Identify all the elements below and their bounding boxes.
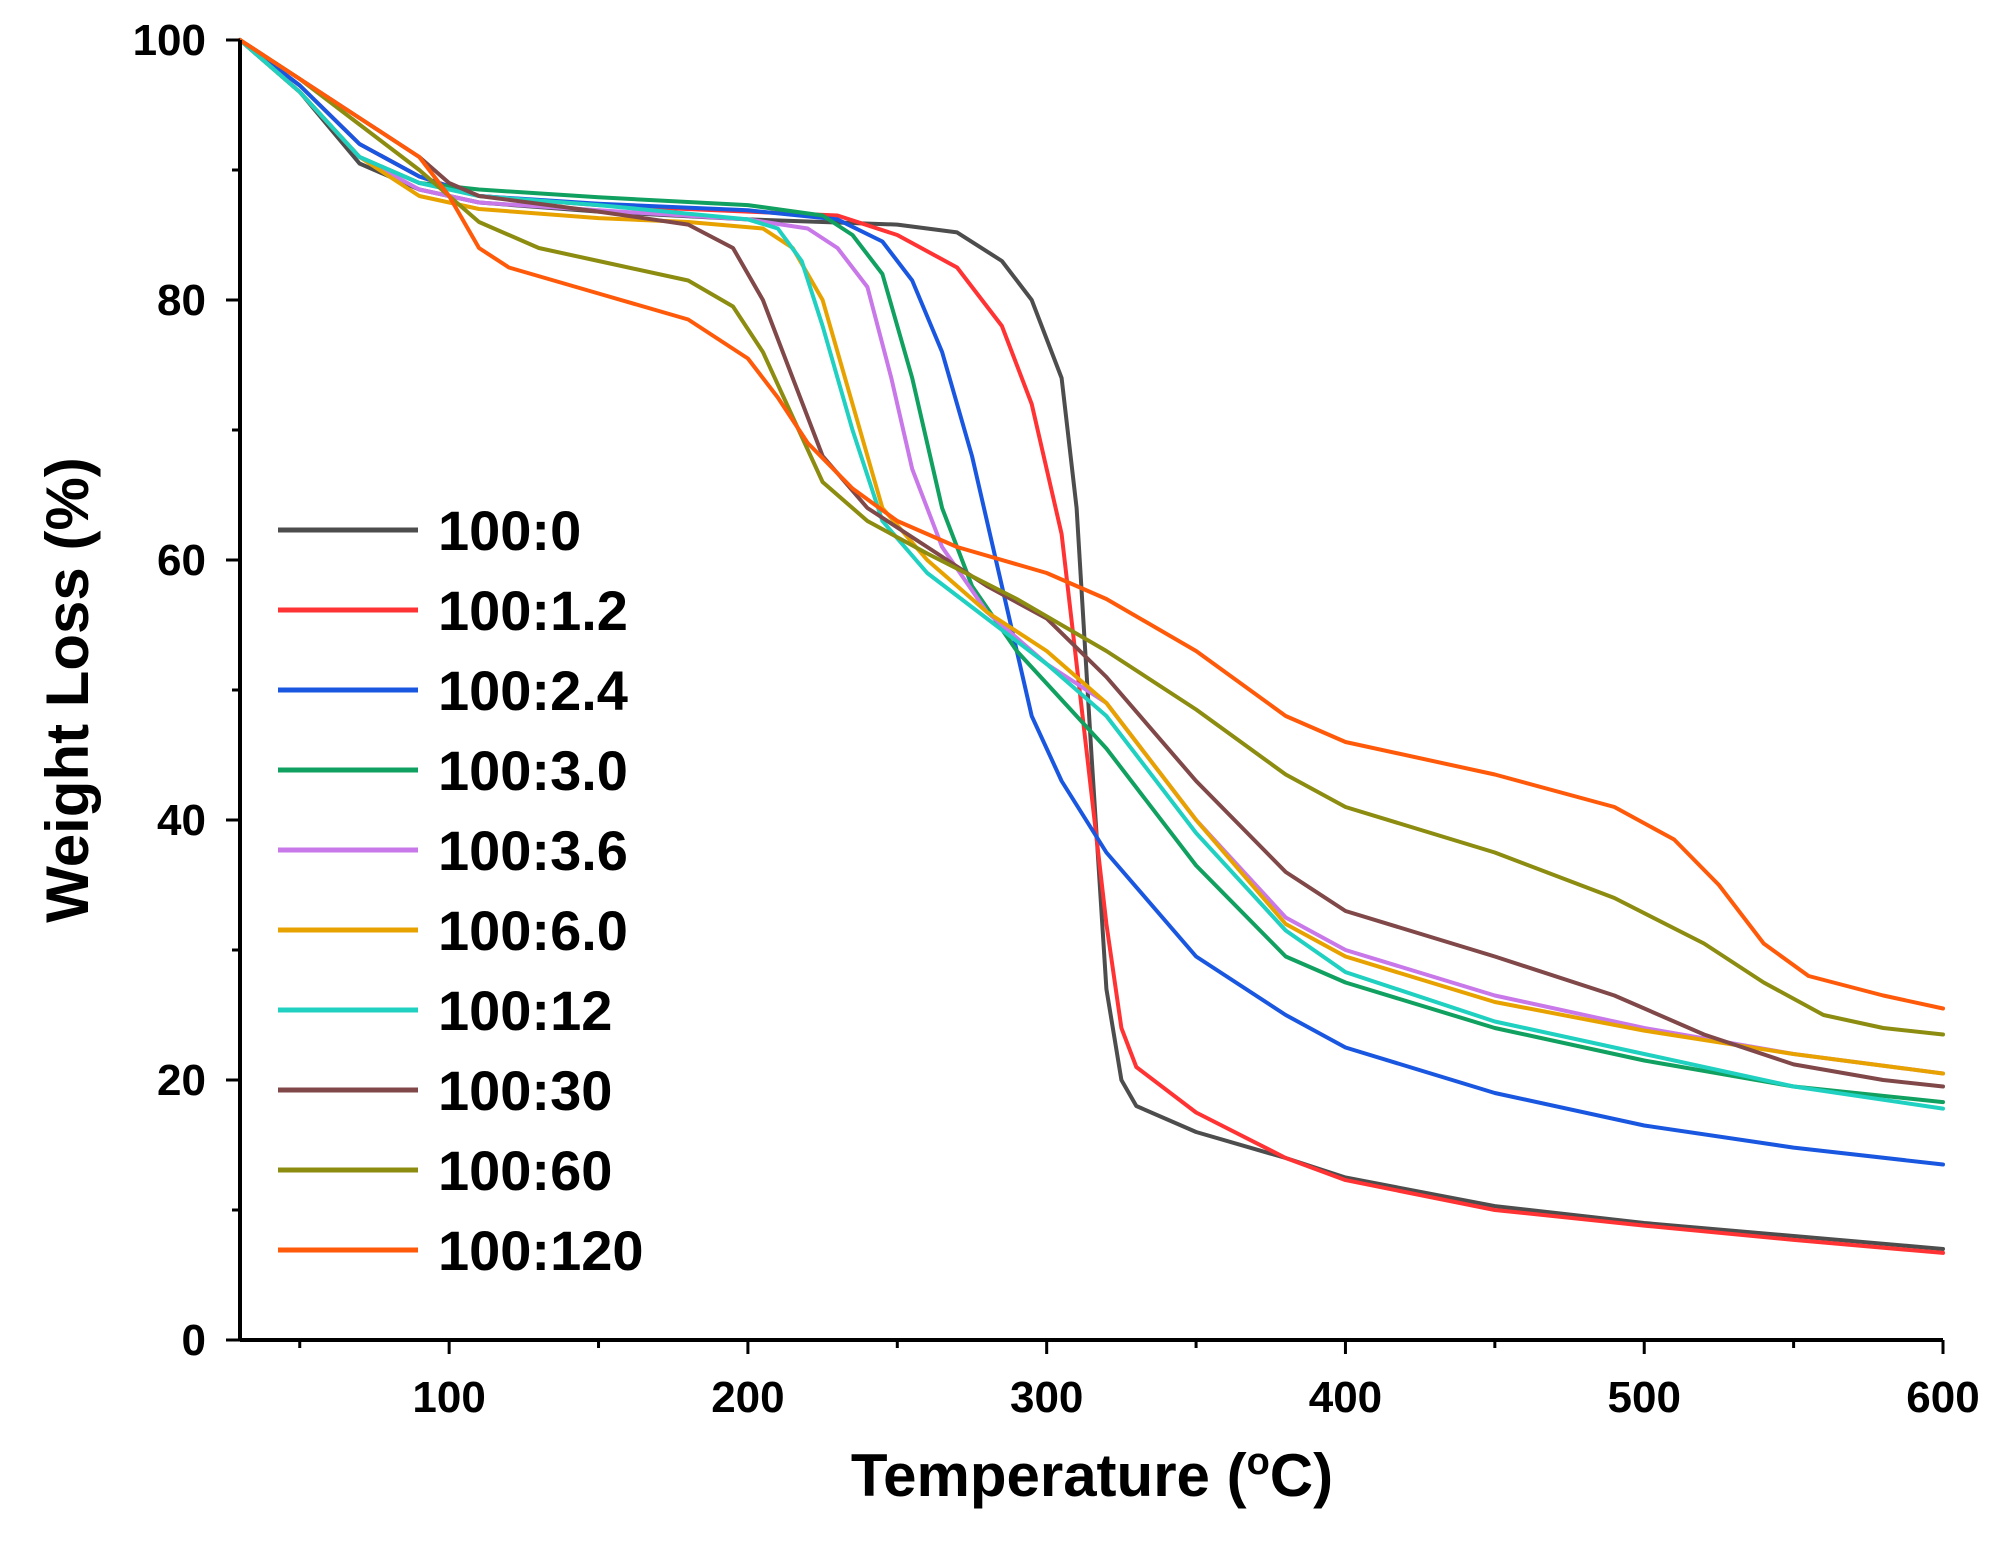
legend-label: 100:6.0 [438, 899, 628, 962]
series-line-100-12 [238, 38, 1945, 1111]
legend-label: 100:3.0 [438, 739, 628, 802]
legend-label: 100:1.2 [438, 579, 628, 642]
series-line-100-60 [238, 38, 1945, 1037]
series-lines [238, 38, 1945, 1255]
ticks: 100 200 300 400 500 600 0 20 40 60 80 100 [133, 16, 1980, 1422]
x-axis-title: Temperature (oC) [851, 1441, 1333, 1509]
legend-label: 100:12 [438, 979, 612, 1042]
x-tick-label: 400 [1309, 1373, 1382, 1422]
x-tick-label: 100 [412, 1373, 485, 1422]
legend: 100:0 100:1.2 100:2.4 100:3.0 100:3.6 100:6.0… [278, 499, 644, 1282]
legend-label: 100:2.4 [438, 659, 628, 722]
x-tick-label: 300 [1010, 1373, 1083, 1422]
series-line-100-120 [238, 38, 1945, 1011]
legend-label: 100:3.6 [438, 819, 628, 882]
series-line-100-30 [238, 38, 1945, 1089]
y-tick-label: 20 [157, 1056, 206, 1105]
legend-label: 100:30 [438, 1059, 612, 1122]
legend-label: 100:60 [438, 1139, 612, 1202]
y-tick-label: 0 [182, 1316, 206, 1365]
y-axis-title: Weight Loss (%) [34, 457, 101, 923]
y-tick-label: 100 [133, 16, 206, 65]
x-tick-label: 600 [1906, 1373, 1979, 1422]
legend-label: 100:0 [438, 499, 581, 562]
legend-label: 100:120 [438, 1219, 644, 1282]
x-tick-label: 200 [711, 1373, 784, 1422]
series-line-100-3-6 [238, 38, 1945, 1076]
y-tick-label: 40 [157, 796, 206, 845]
y-tick-label: 80 [157, 276, 206, 325]
x-tick-label: 500 [1608, 1373, 1681, 1422]
y-tick-label: 60 [157, 536, 206, 585]
